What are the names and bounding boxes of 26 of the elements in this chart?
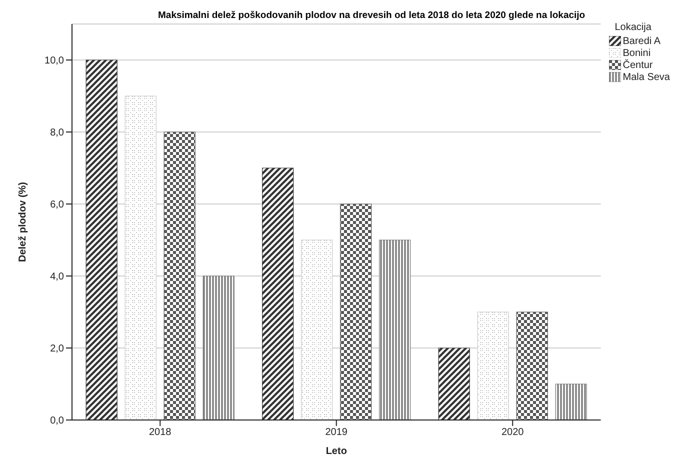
bar	[379, 240, 411, 420]
x-tick-label: 2020	[502, 427, 524, 438]
y-axis-title: Delež plodov (%)	[18, 182, 29, 262]
bar	[164, 132, 196, 420]
chart-title: Maksimalni delež poškodovanih plodov na drevesih od leta 2018 do leta 2020 glede na lokacijo	[158, 10, 586, 21]
bar	[516, 312, 548, 420]
y-tick-label: 2,0	[50, 344, 64, 355]
bar	[340, 204, 372, 420]
y-tick-label: 10,0	[44, 56, 64, 67]
bar	[86, 60, 118, 420]
x-tick-label: 2019	[325, 427, 348, 438]
legend-label: Bonini	[622, 48, 651, 58]
x-axis-title: Leto	[326, 446, 347, 457]
legend-label: Mala Seva	[622, 72, 670, 82]
y-tick-label: 8,0	[50, 128, 64, 139]
bar	[438, 348, 470, 420]
bar	[262, 168, 294, 420]
bar	[202, 276, 234, 420]
y-tick-label: 4,0	[50, 272, 64, 283]
legend-title: Lokacija	[614, 22, 652, 33]
y-tick-label: 6,0	[50, 200, 64, 211]
legend-label: Baredi A	[622, 36, 661, 46]
legend-label: Čentur	[622, 60, 653, 70]
bar	[555, 384, 587, 420]
y-tick-label: 0,0	[50, 416, 64, 427]
x-tick-label: 2018	[149, 427, 172, 438]
